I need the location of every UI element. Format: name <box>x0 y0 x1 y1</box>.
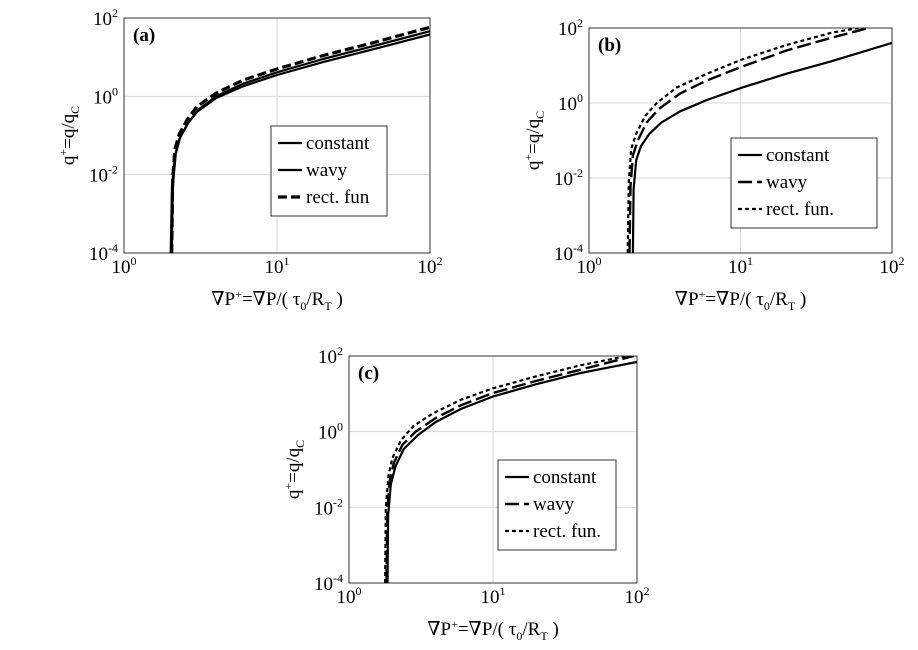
y-tick-label: 10-2 <box>314 495 343 519</box>
x-tick-label: 102 <box>625 584 650 608</box>
panel-label: (a) <box>133 25 155 46</box>
x-tick-label: 101 <box>265 254 290 278</box>
legend: constant wavy rect. fun. <box>730 137 878 229</box>
legend-label: rect. fun. <box>533 521 601 542</box>
series-line-wavy <box>628 28 869 253</box>
x-tick-label: 100 <box>112 254 137 278</box>
x-tick-label: 102 <box>418 254 443 278</box>
y-tick-label: 100 <box>93 84 118 108</box>
series-line-rect-fun <box>626 28 859 253</box>
legend-label: constant <box>533 467 597 488</box>
y-tick-label: 10-4 <box>314 571 343 595</box>
legend-label: wavy <box>533 494 575 515</box>
x-axis-label: ∇P+=∇P/( τ0/RT ) <box>211 287 343 313</box>
y-tick-label: 102 <box>558 16 583 40</box>
y-tick-label: 102 <box>318 344 343 368</box>
y-tick-label: 100 <box>318 420 343 444</box>
y-tick-label: 10-2 <box>89 163 118 187</box>
x-axis-label: ∇P+=∇P/( τ0/RT ) <box>427 617 559 643</box>
legend-label: constant <box>306 133 370 154</box>
y-axis-label: q+=q/qC <box>521 111 547 170</box>
legend: constant wavy rect. fun. <box>497 459 617 551</box>
legend-label: wavy <box>766 172 808 193</box>
x-tick-label: 100 <box>337 584 362 608</box>
x-axis-label: ∇P+=∇P/( τ0/RT ) <box>675 287 807 313</box>
chart-panel-c: 100 101 102 10-4 10-2 100 102 ∇P+=∇P/( τ0/RT ) q… <box>281 344 650 643</box>
series-line-rect-fun <box>170 25 430 253</box>
panel-label: (c) <box>358 363 379 384</box>
legend-label: rect. fun. <box>766 199 834 220</box>
panel-label: (b) <box>598 35 621 56</box>
legend-box <box>730 137 878 229</box>
y-tick-label: 100 <box>558 91 583 115</box>
y-axis-label: q+=q/qC <box>56 106 82 165</box>
legend-label: wavy <box>306 160 348 181</box>
plot-frame <box>588 27 893 254</box>
y-axis-label: q+=q/qC <box>281 440 307 499</box>
legend-label: constant <box>766 145 830 166</box>
series-line-constant <box>386 360 637 583</box>
series-line-constant <box>631 41 892 253</box>
series-line-wavy <box>385 356 635 583</box>
plot-frame <box>348 355 638 584</box>
y-tick-label: 102 <box>93 6 118 30</box>
y-tick-label: 10-2 <box>554 166 583 190</box>
legend-label: rect. fun <box>306 187 370 208</box>
series-line-rect-fun <box>384 356 628 583</box>
plot-frame <box>123 17 431 254</box>
legend: constant wavy rect. fun <box>270 125 388 217</box>
x-tick-label: 101 <box>728 254 753 278</box>
x-tick-label: 102 <box>880 254 905 278</box>
x-tick-label: 101 <box>481 584 506 608</box>
x-tick-label: 100 <box>577 254 602 278</box>
